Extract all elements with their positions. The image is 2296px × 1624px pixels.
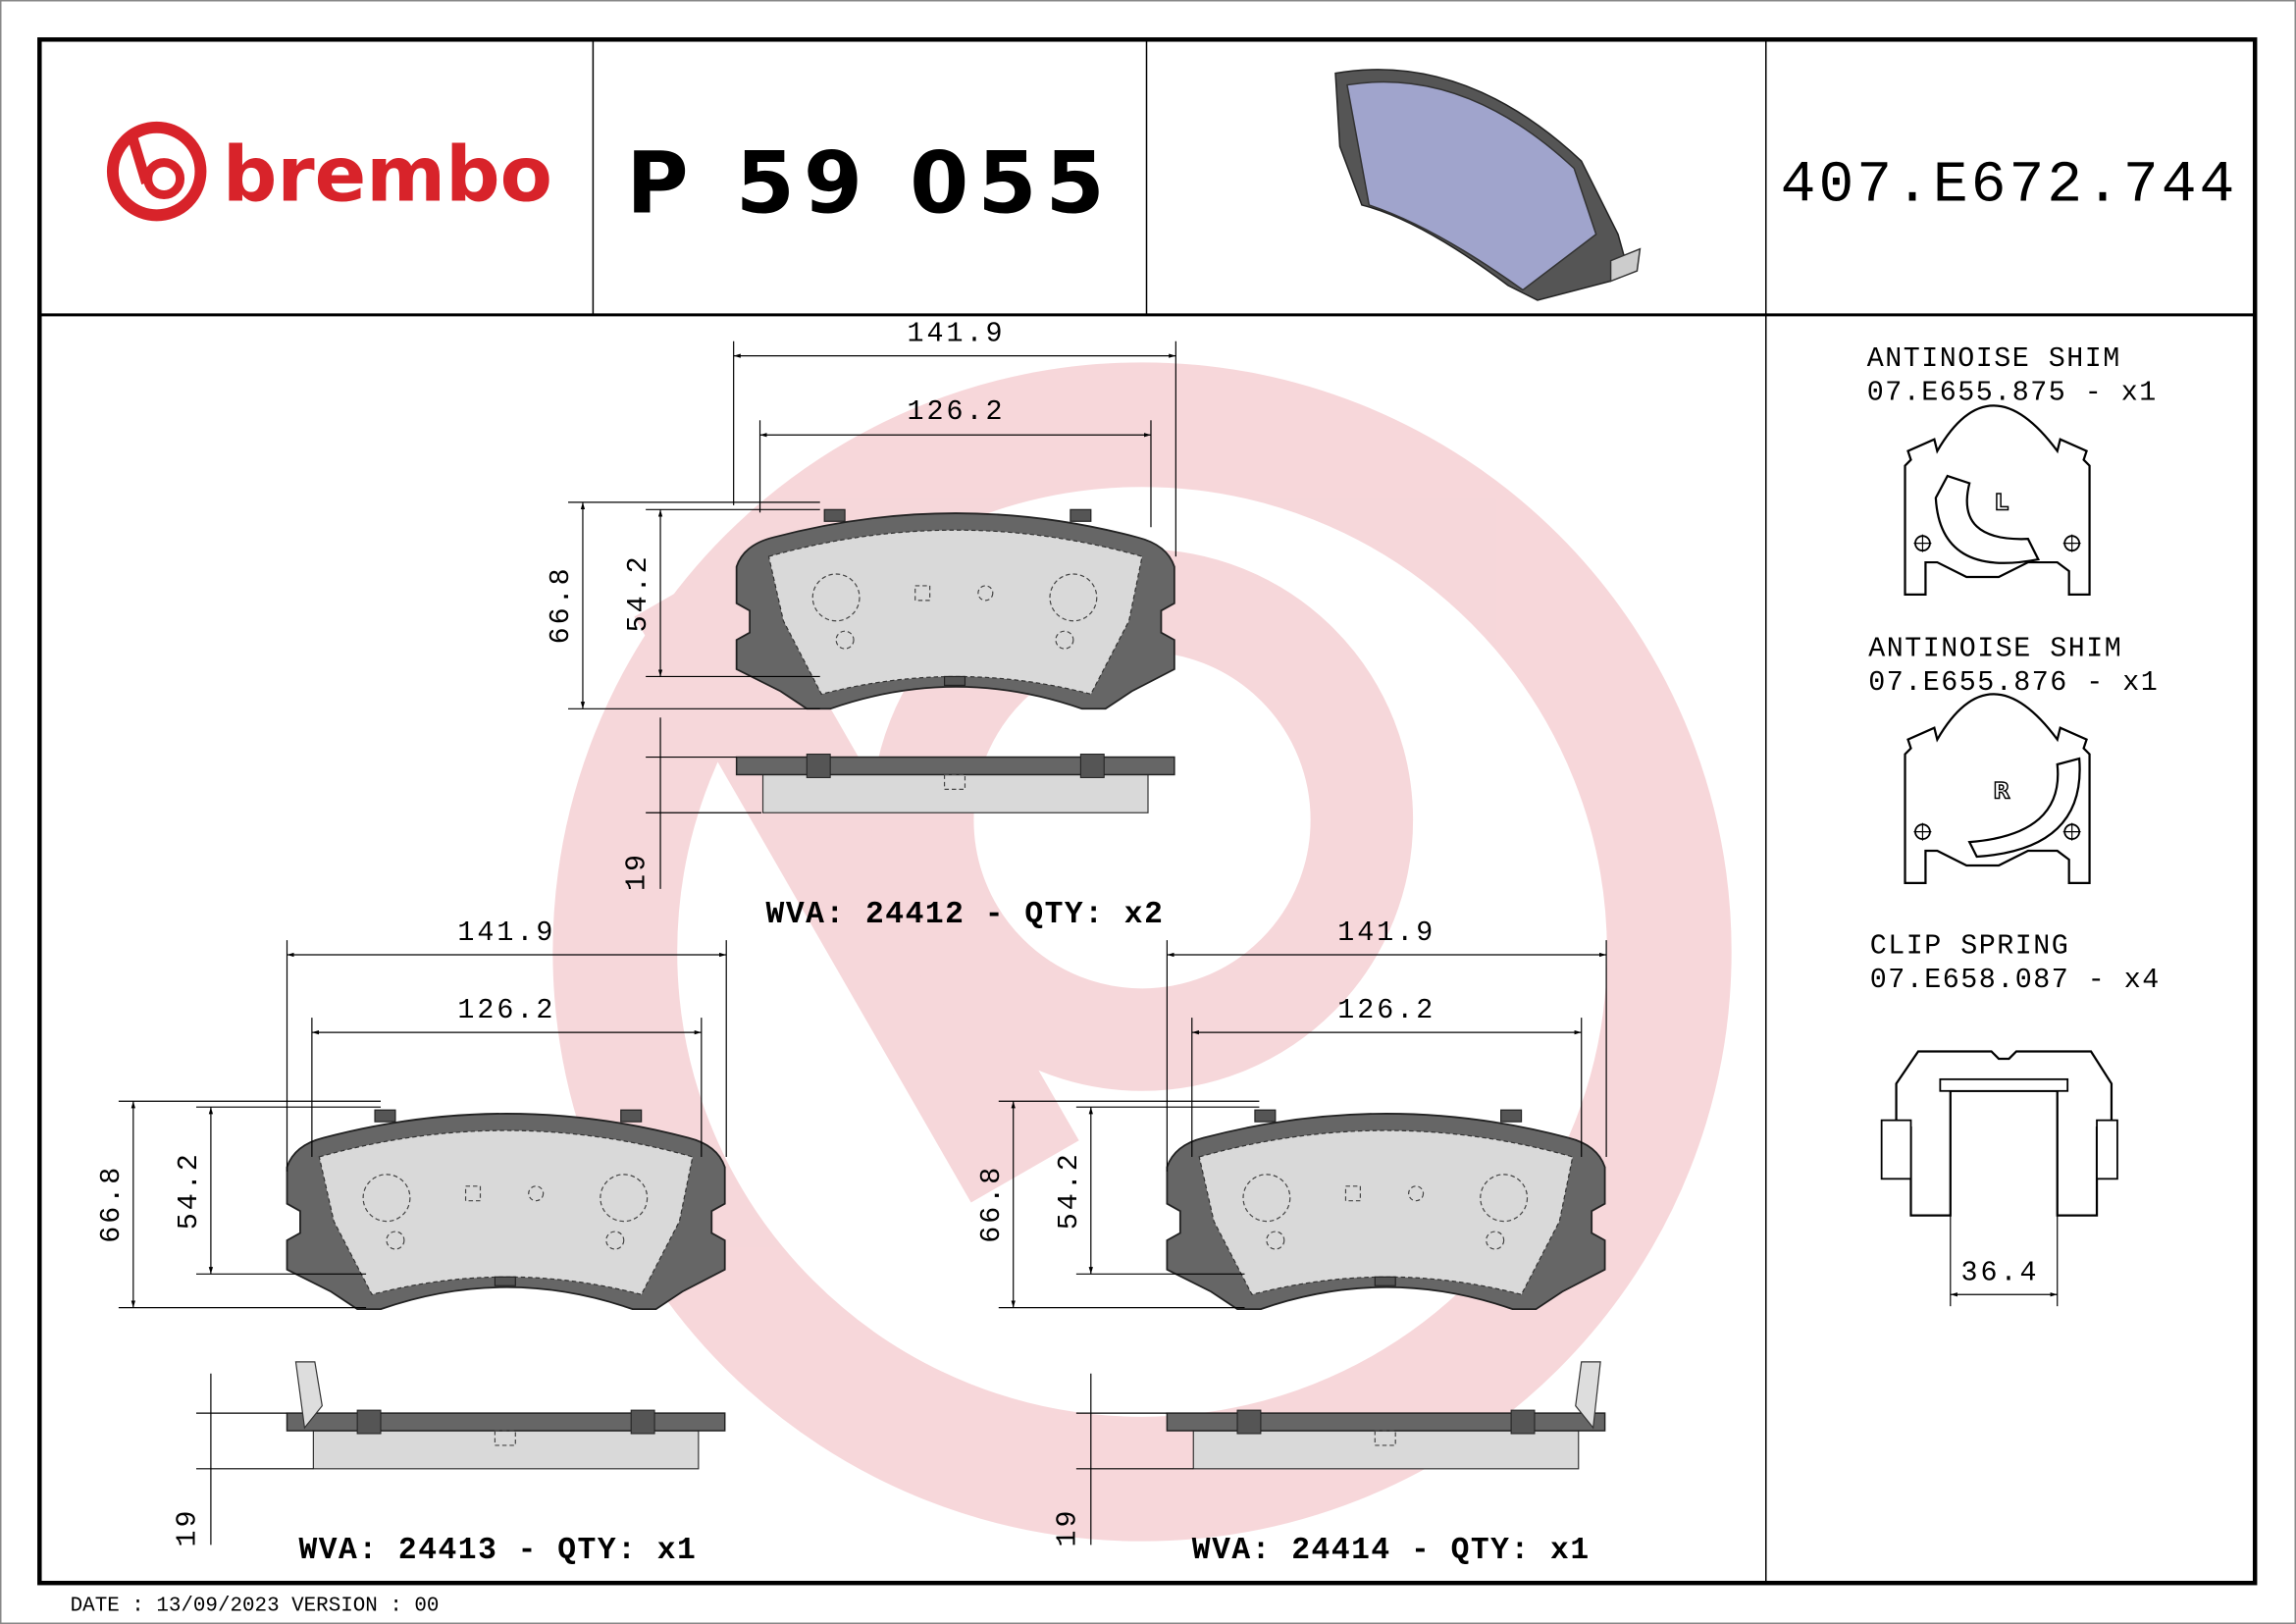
accessory-name: CLIP SPRING xyxy=(1870,930,2070,963)
accessory-code: 07.E655.876 - x1 xyxy=(1868,666,2159,699)
height-outer: 66.8 xyxy=(975,1165,1008,1243)
accessory-shim-right: ANTINOISE SHIM 07.E655.876 - x1 R xyxy=(1868,633,2159,884)
clip-width: 36.4 xyxy=(1961,1256,2040,1288)
width-outer: 141.9 xyxy=(457,917,555,949)
reference-code: 407.E672.744 xyxy=(1781,151,2238,218)
width-inner: 126.2 xyxy=(1337,994,1435,1026)
height-outer: 66.8 xyxy=(545,565,577,644)
part-number: P 59 055 xyxy=(626,134,1113,233)
side-marker: L xyxy=(1995,490,2009,515)
accessory-name: ANTINOISE SHIM xyxy=(1867,342,2121,375)
pad-caption: WVA: 24412 - QTY: x2 xyxy=(766,898,1165,932)
pad-drawing-2: 141.9 126.2 66.8 54.2 19 WVA: 24413 - QT… xyxy=(95,917,727,1568)
width-inner: 126.2 xyxy=(908,395,1006,428)
pad-caption: WVA: 24414 - QTY: x1 xyxy=(1192,1534,1591,1568)
thickness: 19 xyxy=(171,1508,203,1547)
height-outer: 66.8 xyxy=(95,1165,128,1243)
accessory-code: 07.E655.875 - x1 xyxy=(1867,376,2158,408)
pad-caption: WVA: 24413 - QTY: x1 xyxy=(298,1534,697,1568)
brand-name: brembo xyxy=(223,131,552,219)
width-outer: 141.9 xyxy=(908,318,1006,350)
accessory-shim-left: ANTINOISE SHIM 07.E655.875 - x1 L xyxy=(1867,342,2158,597)
pad-3d-render xyxy=(1334,69,1642,301)
brembo-logo: brembo xyxy=(106,121,552,222)
pad-drawing-3: 141.9 126.2 66.8 54.2 19 WVA: 24414 - QT… xyxy=(975,917,1607,1568)
height-inner: 54.2 xyxy=(1053,1151,1085,1230)
width-outer: 141.9 xyxy=(1337,917,1435,949)
footer-date-version: DATE : 13/09/2023 VERSION : 00 xyxy=(71,1596,440,1618)
pad-drawing-1: 141.9 126.2 66.8 54.2 19 WVA: 24412 - QT… xyxy=(545,318,1176,932)
height-inner: 54.2 xyxy=(173,1151,205,1230)
accessory-clip-spring: CLIP SPRING 07.E658.087 - x4 36.4 xyxy=(1870,930,2161,1307)
height-inner: 54.2 xyxy=(622,553,654,632)
accessory-name: ANTINOISE SHIM xyxy=(1868,633,2122,665)
side-marker: R xyxy=(1993,778,2009,804)
width-inner: 126.2 xyxy=(457,994,555,1026)
thickness: 19 xyxy=(621,852,653,891)
thickness: 19 xyxy=(1051,1508,1083,1547)
accessory-code: 07.E658.087 - x4 xyxy=(1870,964,2161,996)
